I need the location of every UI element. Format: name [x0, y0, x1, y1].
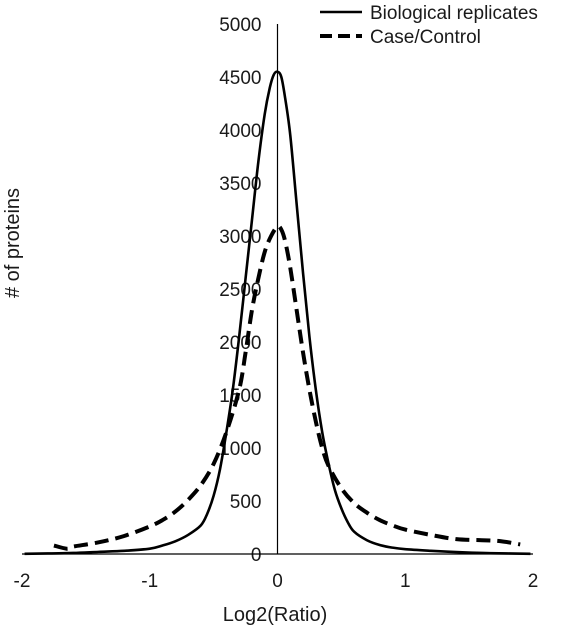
y-tick-label: 3500	[219, 174, 261, 195]
y-axis-ticks: 0 500 1000 1500 2000 2500 3000 3500 4000 4500 5000	[219, 15, 261, 566]
x-tick-label: -1	[141, 571, 158, 592]
y-axis-title: # of proteins	[2, 188, 24, 298]
x-tick-label: 0	[272, 571, 283, 592]
x-tick-label: -2	[14, 571, 31, 592]
y-tick-label: 2000	[219, 333, 261, 354]
series-group	[24, 70, 531, 556]
series-line-biological-replicates	[24, 70, 531, 556]
x-tick-label: 1	[400, 571, 411, 592]
legend-label: Biological replicates	[370, 3, 538, 24]
y-tick-label: 4000	[219, 121, 261, 142]
y-tick-label: 1000	[219, 439, 261, 460]
y-tick-label: 3000	[219, 227, 261, 248]
legend: Biological replicates Case/Control	[320, 3, 538, 48]
x-axis-ticks: -2 -1 0 1 2	[14, 571, 539, 592]
x-axis-title: Log2(Ratio)	[223, 604, 328, 626]
y-tick-label: 2500	[219, 280, 261, 301]
y-tick-label: 4500	[219, 68, 261, 89]
y-tick-label: 500	[230, 492, 262, 513]
series-line-case-control	[53, 224, 521, 551]
legend-label: Case/Control	[370, 27, 481, 48]
x-tick-label: 2	[528, 571, 539, 592]
y-tick-label: 5000	[219, 15, 261, 36]
y-tick-label: 1500	[219, 386, 261, 407]
y-tick-label: 0	[251, 545, 262, 566]
